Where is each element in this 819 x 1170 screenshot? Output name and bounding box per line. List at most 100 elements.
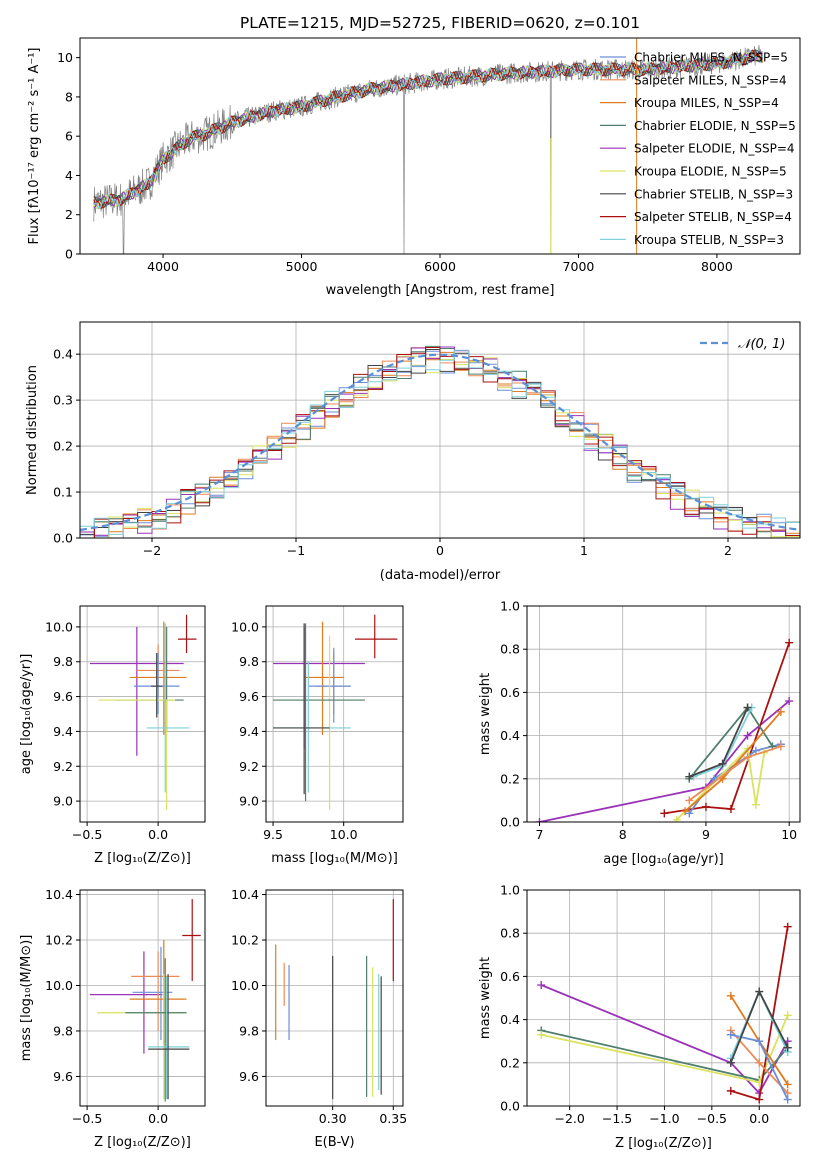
mass_vs_Z-axes: −0.5 0.0 9.6 9.8 10.0 10.2 10.4 Z [log₁₀(Z/Z⊙)]…: [19, 887, 206, 1150]
y-tick-label: 9.2: [53, 759, 73, 774]
y-tick-label: 9.6: [53, 689, 73, 704]
x-tick-label: 0.30: [319, 1111, 347, 1126]
weight-marker: [743, 753, 752, 762]
weight-line: [540, 984, 789, 1095]
legend-label: Kroupa STELIB, N_SSP=3: [634, 233, 784, 247]
y-tick-label: 9.8: [53, 1023, 73, 1038]
y-tick-label: 9.8: [53, 654, 73, 669]
y-tick-label: 9.0: [239, 794, 259, 809]
x-axis-label: Z [log₁₀(Z/Z⊙)]: [615, 1136, 712, 1151]
x-axis-label: age [log₁₀(age/yr)]: [603, 852, 724, 867]
y-tick-label: 9.4: [53, 724, 73, 739]
plot-area: [273, 614, 398, 810]
y-tick-label: 10.4: [231, 887, 259, 902]
weight-marker: [776, 707, 785, 716]
plot-area: [89, 614, 197, 810]
y-tick-label: 0.2: [500, 1055, 520, 1070]
x-tick-label: −1: [287, 543, 305, 558]
y-tick-label: 0.2: [500, 771, 520, 786]
y-tick-label: 10.2: [231, 933, 259, 948]
y-tick-label: 9.8: [239, 654, 259, 669]
x-tick-label: 5000: [286, 259, 318, 274]
y-tick-label: 8: [65, 89, 73, 104]
y-tick-label: 0.6: [500, 685, 520, 700]
y-tick-label: 0.8: [500, 642, 520, 657]
x-tick-label: −0.5: [697, 1111, 727, 1126]
y-tick-label: 9.6: [53, 1069, 73, 1084]
model-spectrum-salpeter_elodie: [93, 50, 763, 209]
y-tick-label: 0.0: [500, 1099, 520, 1114]
histogram-kroupa_stelib: [80, 349, 800, 538]
x-axis-label: (data-model)/error: [380, 568, 501, 583]
x-tick-label: 7: [536, 827, 544, 842]
y-tick-label: 0.8: [500, 926, 520, 941]
legend-label: Chabrier STELIB, N_SSP=3: [634, 187, 793, 201]
y-tick-label: 0.1: [53, 485, 73, 500]
weight_vs_Z-axes: −2.0 −1.5 −1.0 −0.5 0.0 0.0 0.2 0.4 0.6 0.8 1.0 Z […: [478, 883, 801, 1151]
legend-label: Salpeter STELIB, N_SSP=4: [634, 210, 792, 224]
weight-marker: [726, 1030, 735, 1039]
weight-marker: [783, 1080, 792, 1089]
x-tick-label: −1.5: [602, 1111, 632, 1126]
weight-line: [664, 642, 791, 815]
y-tick-label: 4: [65, 168, 73, 183]
y-tick-label: 9.6: [239, 1069, 259, 1084]
x-tick-label: 2: [724, 543, 732, 558]
x-tick-label: 0: [436, 543, 444, 558]
weight-marker: [743, 731, 752, 740]
legend-label: Chabrier ELODIE, N_SSP=5: [634, 119, 796, 133]
x-tick-label: 8: [619, 827, 627, 842]
y-tick-label: 10.0: [45, 978, 73, 993]
y-axis-label: mass weight: [478, 673, 493, 755]
legend-label: Salpeter MILES, N_SSP=4: [634, 73, 787, 87]
y-tick-label: 0.0: [500, 815, 520, 830]
weight_vs_age-axes: 7 8 9 10 0.0 0.2 0.4 0.6 0.8 1.0 age [log₁₀(age/yr…: [478, 599, 801, 867]
figure-title: PLATE=1215, MJD=52725, FIBERID=0620, z=0…: [240, 14, 640, 32]
weight-marker: [681, 807, 690, 816]
x-tick-label: 10.0: [330, 827, 358, 842]
y-tick-label: 9.2: [239, 759, 259, 774]
plot-area: [80, 345, 800, 538]
y-tick-label: 10.0: [45, 619, 73, 634]
mass_vs_ebv-axes: 0.30 0.35 9.6 9.8 10.0 10.2 10.4 E(B-V): [231, 887, 407, 1150]
x-tick-label: 0.0: [749, 1111, 769, 1126]
weight-marker: [535, 818, 544, 822]
x-tick-label: 9.5: [263, 827, 283, 842]
weight-marker: [783, 1011, 792, 1020]
weight-marker: [726, 991, 735, 1000]
weight-marker: [726, 1086, 735, 1095]
plot-frame: [526, 889, 801, 1107]
y-tick-label: 10: [57, 50, 73, 65]
plot-area: [93, 38, 764, 254]
weight-marker: [751, 746, 760, 755]
weight-marker: [785, 697, 794, 706]
x-tick-label: 6000: [424, 259, 456, 274]
weight-marker: [776, 742, 785, 751]
weight-marker: [783, 1043, 792, 1052]
x-axis-label: Z [log₁₀(Z/Z⊙)]: [94, 1135, 191, 1150]
weight-marker: [672, 815, 681, 822]
x-tick-label: −0.5: [72, 827, 102, 842]
y-tick-label: 0.4: [500, 1012, 520, 1027]
x-tick-label: 4000: [147, 259, 179, 274]
y-axis-label: Flux [fλ10⁻¹⁷ erg cm⁻² s⁻¹ A⁻¹]: [27, 48, 42, 245]
plot-area: [535, 638, 794, 822]
y-tick-label: 1.0: [500, 883, 520, 898]
weight-marker: [726, 1058, 735, 1067]
y-axis-label: Normed distribution: [25, 365, 40, 495]
y-axis-label: mass [log₁₀(M/M⊙)]: [19, 935, 34, 1062]
histogram-salpeter_stelib: [80, 347, 800, 538]
weight-marker: [755, 1095, 764, 1104]
weight-marker: [783, 1095, 792, 1104]
y-tick-label: 9.4: [239, 724, 259, 739]
y-tick-label: 9.0: [53, 794, 73, 809]
weight-marker: [685, 809, 694, 818]
y-axis-label: mass weight: [478, 957, 493, 1039]
legend-label: Kroupa ELODIE, N_SSP=5: [634, 165, 787, 179]
age_vs_Z-axes: −0.5 0.0 9.0 9.2 9.4 9.6 9.8 10.0 Z [log₁₀(Z/Z⊙)…: [19, 605, 206, 866]
plot-area: [275, 899, 394, 1100]
plot-frame: [526, 605, 801, 823]
plot-frame: [265, 889, 404, 1107]
gaussian-curve: [80, 353, 800, 531]
